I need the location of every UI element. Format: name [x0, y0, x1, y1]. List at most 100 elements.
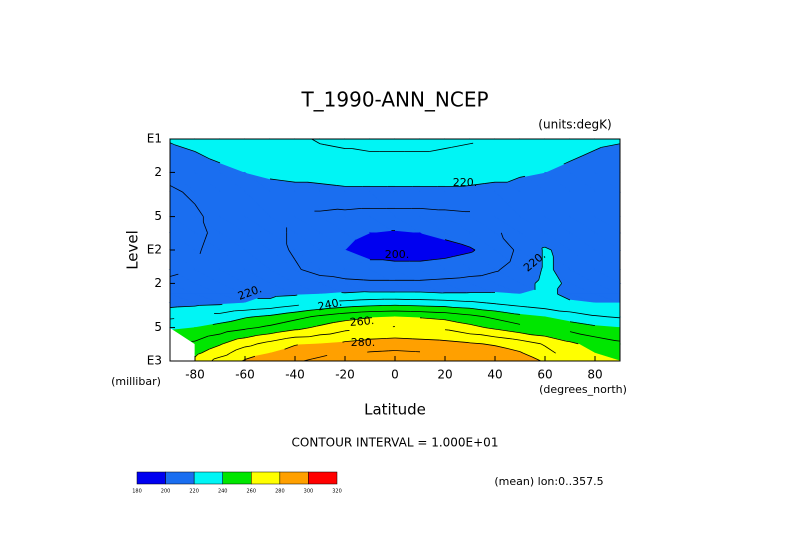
- contour-line: [469, 307, 483, 311]
- contour-line: [256, 333, 271, 336]
- contour-line: [394, 337, 413, 340]
- contour-line: [453, 252, 471, 257]
- contour-line: [333, 320, 346, 323]
- contour-line: [269, 312, 289, 316]
- contour-line: [199, 304, 221, 306]
- contour-line: [298, 327, 311, 331]
- colorbar-label: 300: [304, 489, 314, 495]
- contour-line: [444, 209, 466, 213]
- contour-line: [519, 175, 526, 178]
- contour-line: [550, 249, 554, 257]
- contour-fill: [394, 215, 421, 234]
- contour-line: [394, 350, 416, 353]
- contour-line: [182, 191, 196, 205]
- contour-line: [444, 299, 466, 302]
- contour-line: [351, 305, 371, 308]
- contour-line: [382, 259, 396, 262]
- x-tick-label: 20: [437, 368, 452, 382]
- contour-line: [484, 327, 496, 330]
- contour-line: [336, 185, 346, 187]
- y-tick-label: E1: [147, 132, 162, 146]
- contour-line: [557, 293, 571, 301]
- contour-line: [308, 308, 321, 311]
- contour-line: [194, 204, 204, 217]
- contour-line: [332, 276, 346, 280]
- contour-line: [494, 345, 508, 349]
- contour-line: [469, 251, 473, 254]
- contour-line: [419, 207, 439, 211]
- contour-line: [269, 295, 277, 299]
- contour-line: [201, 348, 210, 354]
- contour-line: [319, 307, 330, 310]
- contour-line: [557, 276, 563, 284]
- contour-line: [283, 319, 296, 323]
- contour-line: [312, 356, 321, 360]
- contour-line: [469, 342, 483, 345]
- contour-line: [457, 321, 471, 325]
- contour-line: [287, 311, 296, 314]
- contour-line: [444, 239, 462, 245]
- contour-line: [422, 317, 446, 321]
- contour-line: [194, 353, 199, 358]
- x-unit-label: (degrees_north): [539, 383, 627, 396]
- contour-line: [469, 142, 474, 145]
- contour-line: [194, 305, 200, 307]
- contour-line: [569, 331, 581, 335]
- contour-line: [222, 338, 238, 345]
- y-tick-label: 5: [154, 320, 162, 334]
- colorbar-box: [279, 471, 309, 485]
- contour-line: [522, 352, 533, 358]
- contour-line: [497, 329, 521, 334]
- contour-fill: [344, 232, 356, 251]
- contour-line: [519, 332, 532, 336]
- contour-line: [344, 207, 362, 211]
- contour-line: [552, 269, 558, 277]
- contour-line: [169, 273, 179, 277]
- contour-line: [269, 178, 281, 181]
- contour-line: [294, 310, 309, 313]
- contour-line: [219, 321, 231, 324]
- colorbar-box: [222, 471, 252, 485]
- colorbar-label: 200: [161, 489, 171, 495]
- contour-line: [352, 317, 371, 321]
- contour-line: [469, 300, 487, 304]
- contour-line: [519, 339, 541, 345]
- y-tick-label: E2: [147, 243, 162, 257]
- contour-line: [319, 208, 338, 212]
- contour-line: [212, 322, 221, 325]
- contour-line: [329, 306, 346, 309]
- contour-line: [269, 307, 279, 309]
- contour-line: [444, 312, 467, 316]
- contour-line: [277, 329, 296, 333]
- contour-line: [494, 310, 515, 315]
- colorbar-label: 320: [332, 489, 342, 495]
- contour-line: [563, 160, 571, 165]
- contour-line: [198, 352, 202, 355]
- contour-line: [494, 270, 499, 273]
- contour-line: [204, 232, 208, 240]
- contour-line: [444, 256, 454, 259]
- contour-line: [177, 305, 196, 308]
- contour-line: [557, 283, 562, 290]
- contour-line: [288, 249, 296, 260]
- x-tick-label: -60: [235, 368, 255, 382]
- contour-line: [500, 232, 504, 239]
- contour-line: [482, 309, 496, 312]
- colorbar-box: [251, 471, 281, 485]
- contour-line: [607, 316, 621, 319]
- contour-line: [579, 333, 596, 338]
- contour-line: [169, 142, 175, 145]
- contour-line: [316, 325, 321, 327]
- contour-line: [601, 143, 621, 148]
- contour-line: [569, 155, 583, 162]
- contour-line: [509, 249, 515, 262]
- contour-line: [444, 340, 469, 343]
- x-tick-label: 60: [537, 368, 552, 382]
- contour-line: [309, 325, 317, 328]
- contour-line: [301, 269, 321, 276]
- contour-line: [594, 315, 608, 318]
- x-tick-label: -40: [285, 368, 305, 382]
- contour-line: [569, 321, 588, 325]
- contour-line: [226, 328, 246, 333]
- contour-line: [496, 303, 521, 307]
